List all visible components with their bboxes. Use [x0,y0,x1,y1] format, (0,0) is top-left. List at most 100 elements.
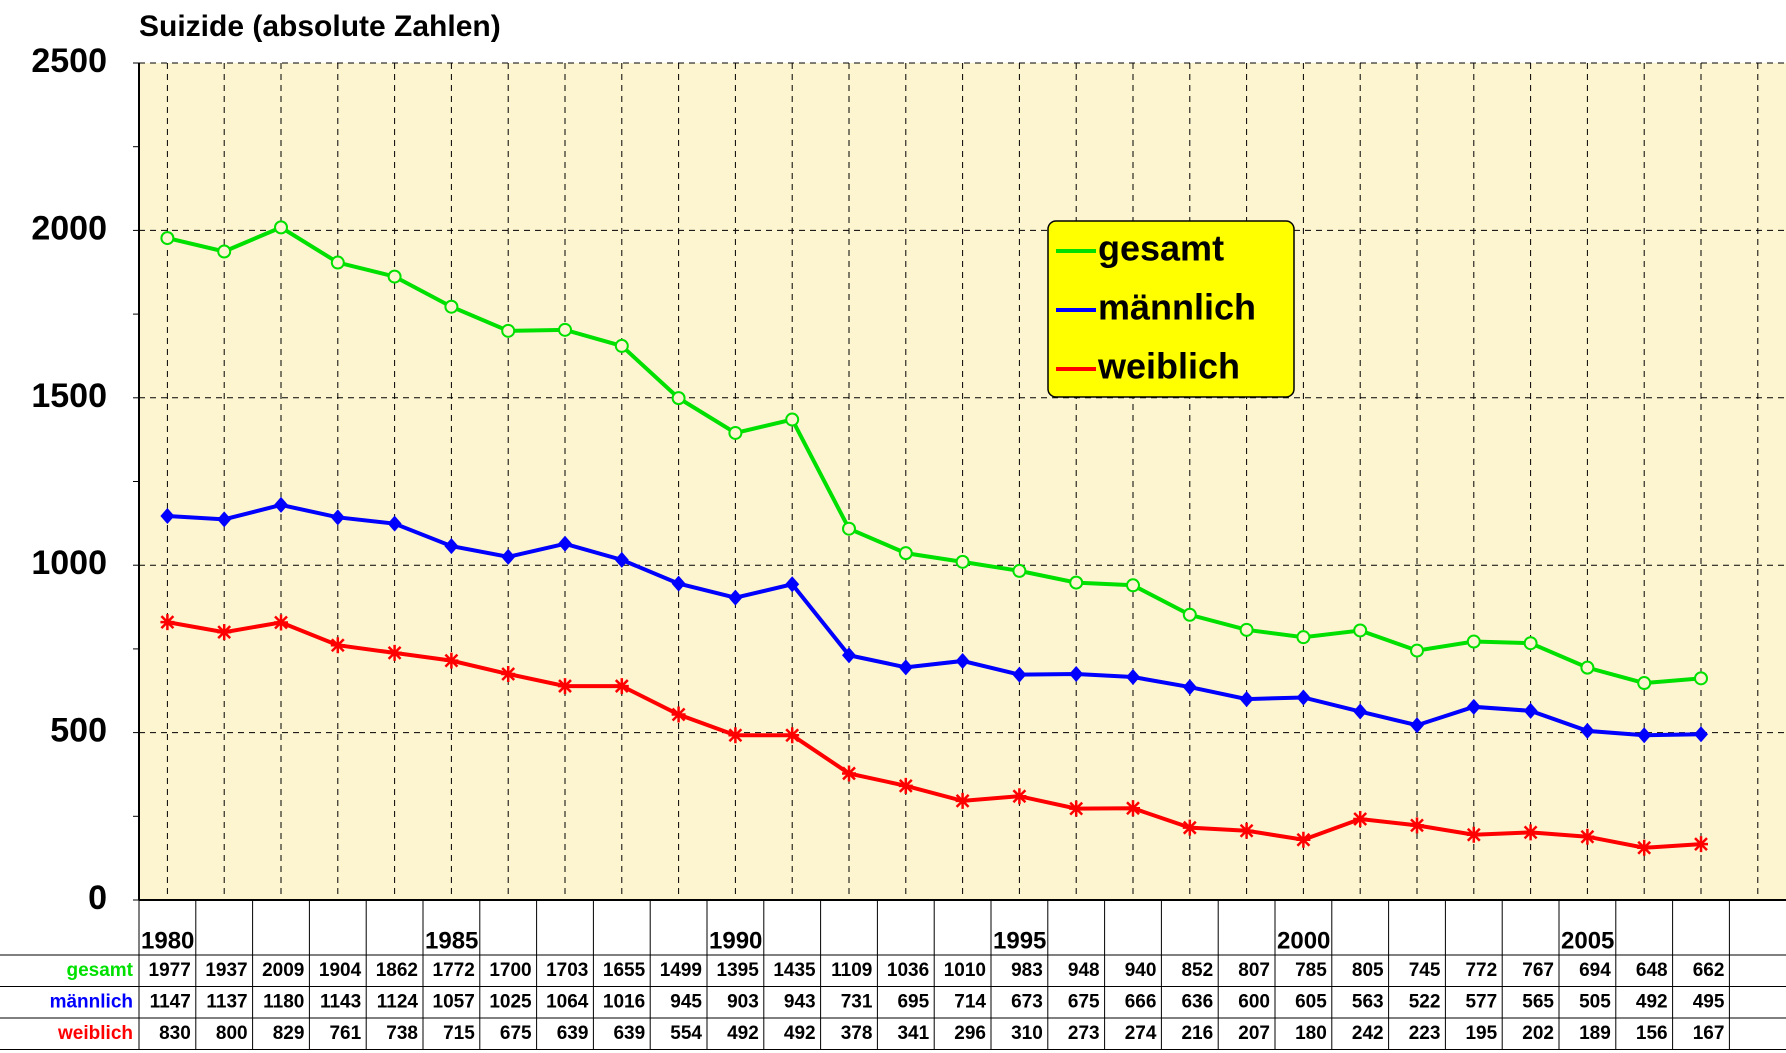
marker [671,706,686,723]
table-value: 1036 [887,960,929,981]
y-tick-label: 2000 [31,209,107,247]
marker [614,678,629,695]
table-value: 1655 [603,960,646,981]
table-value: 1016 [603,991,645,1012]
table-value: 1772 [433,960,475,981]
marker [387,644,402,661]
table-value: 903 [727,991,759,1012]
table-value: 1025 [489,991,532,1012]
table-row-label: gesamt [66,960,133,981]
table-value: 800 [216,1023,248,1044]
marker [1012,563,1027,578]
marker [1353,703,1368,720]
table-value: 522 [1409,991,1441,1012]
marker [1353,810,1368,827]
marker [842,647,856,664]
table-value: 673 [1011,991,1043,1012]
table-value: 495 [1693,991,1725,1012]
legend-box [1047,220,1295,398]
table-value: 189 [1579,1023,1611,1044]
table-value: 505 [1579,991,1611,1012]
y-tick-label: 1000 [31,544,107,582]
table-value: 1180 [263,991,304,1012]
marker [614,338,629,353]
table-value: 695 [897,991,929,1012]
table-value: 1977 [149,960,191,981]
x-tick-label: 1980 [141,927,194,954]
marker [785,727,800,744]
table-value: 1700 [489,960,531,981]
marker [842,765,856,782]
table-value: 1435 [773,960,816,981]
marker [1523,824,1538,841]
table-value: 223 [1409,1023,1441,1044]
y-tick-label: 1500 [31,377,107,415]
marker [387,269,402,284]
marker [1239,691,1254,708]
table-value: 577 [1465,991,1497,1012]
table-value: 785 [1295,960,1327,981]
table-value: 639 [557,1023,589,1044]
marker [1410,643,1424,658]
marker [217,624,232,641]
table-value: 167 [1693,1023,1725,1044]
table-value: 940 [1125,960,1157,981]
table-value: 829 [273,1023,305,1044]
table-value: 378 [841,1023,873,1044]
table-value: 694 [1579,960,1611,981]
marker [842,521,856,536]
marker [671,575,686,592]
table-value: 1109 [831,960,872,981]
marker [330,637,345,654]
table-value: 772 [1465,960,1497,981]
marker [444,652,459,669]
marker [1694,671,1708,686]
x-tick-label: 2005 [1561,927,1614,954]
table-value: 216 [1181,1023,1213,1044]
x-tick-label: 1990 [709,927,762,954]
table-value: 600 [1238,991,1270,1012]
marker [785,412,800,427]
marker [1466,826,1481,843]
table-value: 852 [1181,960,1213,981]
x-tick-label: 1985 [425,927,478,954]
marker [955,554,970,569]
marker [217,244,232,259]
table-value: 195 [1465,1023,1497,1044]
marker [1069,666,1084,683]
table-value: 274 [1125,1023,1157,1044]
legend: gesamt männlich weiblich [1047,220,1295,398]
marker [160,507,175,524]
legend-label: weiblich [1097,346,1240,387]
table-value: 1137 [206,991,247,1012]
table-value: 563 [1352,991,1384,1012]
marker [1296,689,1311,706]
marker [671,391,686,406]
table-value: 1064 [546,991,589,1012]
table-value: 761 [329,1023,361,1044]
table-value: 1010 [944,960,986,981]
marker [614,551,629,568]
marker [1126,800,1140,817]
marker [1012,788,1027,805]
table-value: 1147 [150,991,191,1012]
marker [785,576,800,593]
table-value: 1499 [660,960,702,981]
y-tick-label: 0 [88,879,107,917]
table-value: 639 [613,1023,645,1044]
marker [1239,822,1254,839]
table-value: 1057 [433,991,475,1012]
table-value: 745 [1409,960,1441,981]
table-value: 565 [1522,991,1554,1012]
marker [1637,727,1652,744]
marker [274,496,288,513]
marker [955,652,970,669]
marker [330,255,345,270]
table-value: 202 [1522,1023,1554,1044]
marker [444,299,459,314]
y-tick-label: 500 [50,712,107,750]
x-tick-label: 1995 [993,927,1046,954]
table-value: 807 [1238,960,1270,981]
marker [955,792,970,809]
marker [1069,800,1084,817]
